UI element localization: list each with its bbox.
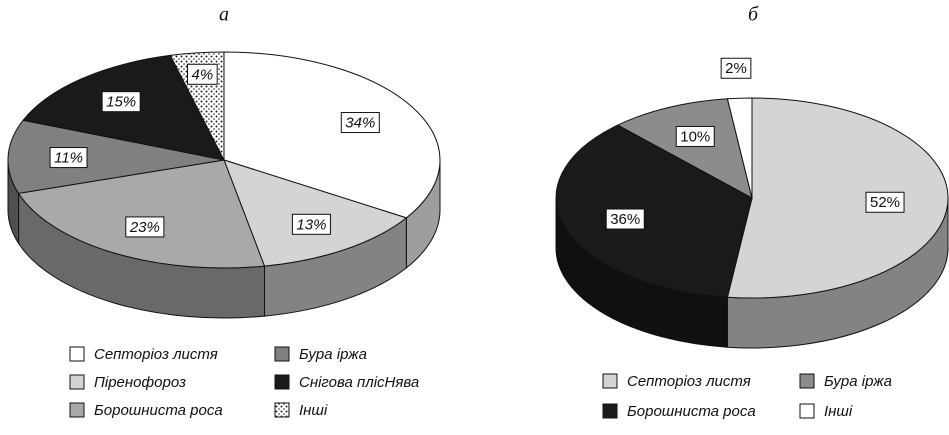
legend-swatch xyxy=(602,403,618,419)
value-label: 34% xyxy=(345,115,375,132)
value-label: 15% xyxy=(106,94,136,111)
legend-label: Снігова плісНява xyxy=(299,374,419,391)
legend-label: Септоріоз листя xyxy=(627,373,751,390)
chart-title: б xyxy=(748,4,759,26)
legend-label: Інші xyxy=(299,402,328,419)
value-label-box xyxy=(605,208,645,230)
legend-swatch xyxy=(69,346,85,362)
value-label-box xyxy=(675,125,715,147)
legend-swatch xyxy=(602,373,618,389)
value-label: 2% xyxy=(725,60,747,77)
value-label-box xyxy=(720,57,752,79)
legend-swatch xyxy=(799,373,815,389)
slice xyxy=(555,124,753,298)
value-label: 11% xyxy=(54,150,83,167)
legend-swatch xyxy=(69,402,85,418)
legend-swatch xyxy=(799,403,815,419)
slice xyxy=(726,97,753,199)
legend-swatch xyxy=(274,346,290,362)
slice xyxy=(223,159,408,267)
value-label: 10% xyxy=(680,128,710,145)
legend-label: Борошниста роса xyxy=(94,402,223,419)
legend-label: Септоріоз листя xyxy=(94,346,218,363)
value-label-box xyxy=(186,63,218,85)
legend-label: Піренофороз xyxy=(94,374,186,391)
chart-title: а xyxy=(219,4,229,26)
slice xyxy=(17,159,266,269)
value-label-box xyxy=(291,213,331,235)
value-label-box xyxy=(340,112,380,134)
slice xyxy=(223,51,441,219)
value-label: 23% xyxy=(129,219,160,236)
value-label-box xyxy=(49,147,88,169)
value-label: 4% xyxy=(191,66,213,83)
slice xyxy=(726,97,949,299)
pie-chart: б 52% 36% 10% 2% Септоріоз листя Борошниста ро… xyxy=(555,4,949,420)
slice xyxy=(616,98,753,199)
legend-swatch xyxy=(274,374,290,390)
pie-chart: а 34% 13% 23% 11% 15% 4% Септоріоз листя Піреноф… xyxy=(7,4,441,419)
value-label-box xyxy=(865,191,905,213)
legend-swatch xyxy=(69,374,85,390)
legend-label: Борошниста роса xyxy=(627,403,756,420)
value-label: 36% xyxy=(610,211,640,228)
slice xyxy=(7,119,225,194)
value-label: 52% xyxy=(870,194,900,211)
legend-swatch xyxy=(274,402,290,418)
value-label: 13% xyxy=(296,216,326,233)
value-label-box xyxy=(125,216,165,238)
legend-label: Бура іржа xyxy=(824,373,892,390)
value-label-box xyxy=(101,91,141,113)
legend-label: Інші xyxy=(824,403,853,420)
legend-label: Бура іржа xyxy=(299,346,367,363)
